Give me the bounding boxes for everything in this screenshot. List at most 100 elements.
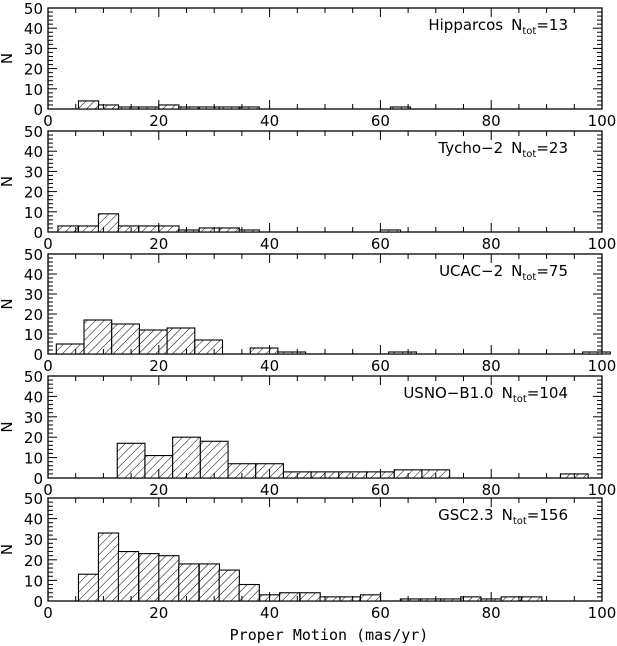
y-axis-label: N [0,421,16,432]
x-tick-label: 20 [149,112,168,130]
x-tick-label: 60 [371,235,390,253]
histogram-bar [138,106,160,110]
x-tick-label: 40 [260,112,279,130]
y-tick-label: 0 [33,101,43,119]
y-tick-label: 0 [33,593,43,611]
bars-group [77,532,543,602]
histogram-bar [55,343,85,355]
histogram-bar [158,555,180,602]
histogram-bar [57,225,79,233]
ntot-n: N [502,384,513,402]
x-axis-label: Proper Motion (mas/yr) [230,626,429,644]
histogram-bar [97,104,120,110]
ntot-equals: = [527,506,540,524]
x-tick-label: 20 [149,357,168,375]
ntot-n: N [502,506,513,524]
x-tick-label: 60 [371,481,390,499]
histogram-bar [117,551,140,602]
y-tick-label: 0 [33,470,43,488]
histogram-bar [238,583,260,602]
y-tick-label: 40 [24,511,43,529]
histogram-bar [97,532,120,602]
y-axis-label: N [0,176,16,187]
x-tick-label: 100 [588,357,617,375]
y-tick-label: 0 [33,346,43,364]
x-tick-label: 80 [482,357,501,375]
histogram-bar [178,229,200,233]
histogram-bar [339,596,361,602]
bars-group [57,213,402,233]
y-tick-label: 20 [24,184,43,202]
histogram-bar [388,351,417,355]
y-tick-label: 40 [24,20,43,38]
histogram-bar [77,100,100,110]
x-tick-label: 100 [588,604,617,622]
x-tick-label: 100 [588,481,617,499]
y-tick-label: 10 [24,450,43,468]
histogram-bar [238,229,260,233]
y-tick-label: 50 [24,123,43,141]
histogram-bar [111,323,140,355]
y-tick-label: 40 [24,388,43,406]
ntot-value: 104 [539,384,568,402]
x-tick-label: 80 [482,604,501,622]
catalog-name: UCAC−2 [439,262,503,280]
ntot-subscript: tot [522,272,536,283]
y-tick-label: 20 [24,61,43,79]
y-tick-label: 50 [24,0,43,18]
histogram-bar [83,319,113,355]
histogram-bar [178,563,200,602]
y-tick-label: 20 [24,552,43,570]
catalog-name: USNO−B1.0 [403,384,493,402]
histogram-bar [199,440,229,479]
ntot-equals: = [527,384,540,402]
histogram-bar [277,351,307,355]
ntot-equals: = [536,16,549,34]
panel-title: Hipparcos Ntot=13 [428,16,568,37]
ntot-subscript: tot [513,394,527,405]
x-tick-label: 0 [43,235,53,253]
y-tick-label: 10 [24,572,43,590]
histogram-bar [172,436,201,479]
histogram-bar [138,225,160,233]
histogram-bar [77,573,100,602]
y-tick-label: 30 [24,531,43,549]
histogram-bar [198,227,220,233]
histogram-bar [97,213,120,233]
ntot-value: 156 [539,506,568,524]
ntot-subscript: tot [522,149,536,160]
x-tick-label: 80 [482,481,501,499]
y-tick-label: 30 [24,40,43,58]
ntot-equals: = [536,139,549,157]
histogram-bar [158,104,180,110]
y-tick-label: 20 [24,429,43,447]
y-tick-label: 40 [24,143,43,161]
histogram-bar [218,569,240,602]
y-tick-label: 0 [33,224,43,242]
x-tick-label: 0 [43,481,53,499]
x-tick-label: 60 [371,357,390,375]
y-tick-label: 30 [24,286,43,304]
x-tick-label: 80 [482,235,501,253]
histogram-bar [521,596,543,602]
panel-title: UCAC−2 Ntot=75 [439,262,568,283]
y-tick-label: 40 [24,266,43,284]
histogram-bar [198,563,220,602]
y-axis-label: N [0,544,16,555]
x-tick-label: 40 [260,357,279,375]
y-tick-label: 10 [24,204,43,222]
catalog-name: GSC2.3 [438,506,493,524]
x-tick-label: 0 [43,604,53,622]
x-tick-label: 40 [260,481,279,499]
histogram-bar [500,596,522,602]
histogram-bar [440,598,462,602]
y-axis-label: N [0,53,16,64]
ntot-value: 23 [549,139,568,157]
bars-group [55,319,611,355]
ntot-n: N [511,262,522,280]
histogram-bar [77,225,100,233]
